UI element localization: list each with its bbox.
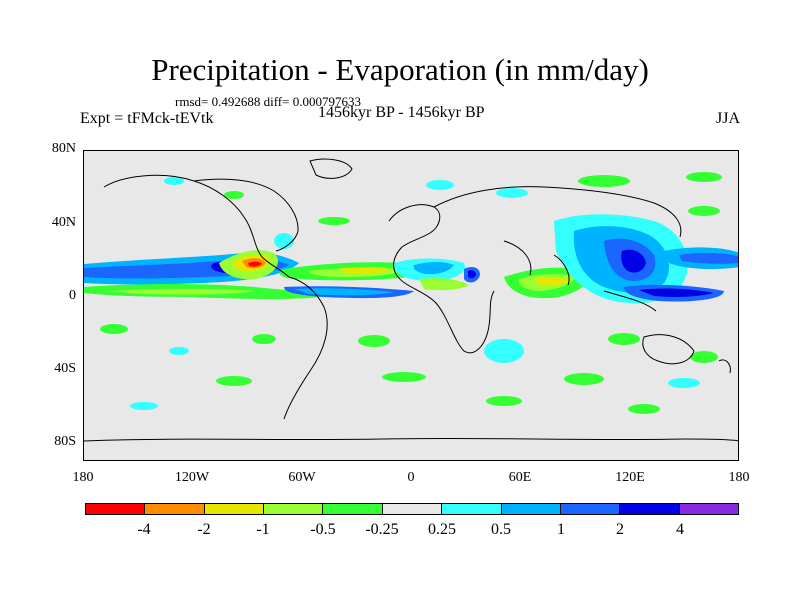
map-panel: [83, 150, 739, 461]
lon-label-180e: 180: [728, 470, 750, 485]
colorbar-segment: [145, 504, 205, 514]
asia-monsoon-wet: [554, 214, 738, 304]
lon-label-120e: 120E: [615, 470, 645, 485]
colorbar-label: -0.25: [365, 521, 399, 538]
lat-label-80n: 80N: [51, 141, 76, 156]
colorbar-label: -2: [197, 521, 211, 538]
lon-label-60w: 60W: [288, 470, 316, 485]
colorbar-segment: [382, 504, 443, 514]
colorbar-label: -1: [256, 521, 270, 538]
colorbar-segment: [86, 504, 146, 514]
lat-label-40n: 40N: [51, 215, 76, 230]
lat-label-40s: 40S: [54, 361, 76, 376]
lon-label-180w: 180: [72, 470, 94, 485]
lon-label-120w: 120W: [174, 470, 210, 485]
colorbar-label: 4: [676, 521, 684, 538]
map-title: Precipitation - Evaporation (in mm/day): [151, 52, 649, 87]
colorbar-label: 1: [557, 521, 565, 538]
colorbar-segment: [560, 504, 621, 514]
season-label: JJA: [716, 110, 741, 127]
experiment-label: Expt = tFMck-tEVtk: [80, 110, 214, 127]
colorbar-segment: [442, 504, 502, 514]
colorbar-segment: [620, 504, 680, 514]
precipitation-field: [84, 158, 738, 442]
lon-label-60e: 60E: [508, 470, 532, 485]
colorbar-label: -0.5: [310, 521, 336, 538]
indian-ocean-band: [504, 267, 588, 299]
africa-monsoon: [393, 258, 480, 291]
lon-label-0: 0: [407, 470, 415, 485]
scattered-patches: [100, 172, 722, 414]
colorbar-label: 2: [616, 521, 624, 538]
lat-label-0: 0: [69, 288, 76, 303]
colorbar: [85, 503, 739, 515]
coastlines: [84, 158, 738, 442]
lat-label-80s: 80S: [54, 434, 76, 449]
colorbar-label: 0.25: [428, 521, 456, 538]
colorbar-segment: [679, 504, 738, 514]
colorbar-label: 0.5: [491, 521, 511, 538]
colorbar-label: -4: [137, 521, 151, 538]
colorbar-segment: [264, 504, 324, 514]
statistics-text: rmsd= 0.492688 diff= 0.000797633: [175, 94, 361, 109]
colorbar-segment: [501, 504, 561, 514]
colorbar-segment: [204, 504, 265, 514]
colorbar-segment: [323, 504, 383, 514]
period-label: 1456kyr BP - 1456kyr BP: [318, 104, 485, 121]
